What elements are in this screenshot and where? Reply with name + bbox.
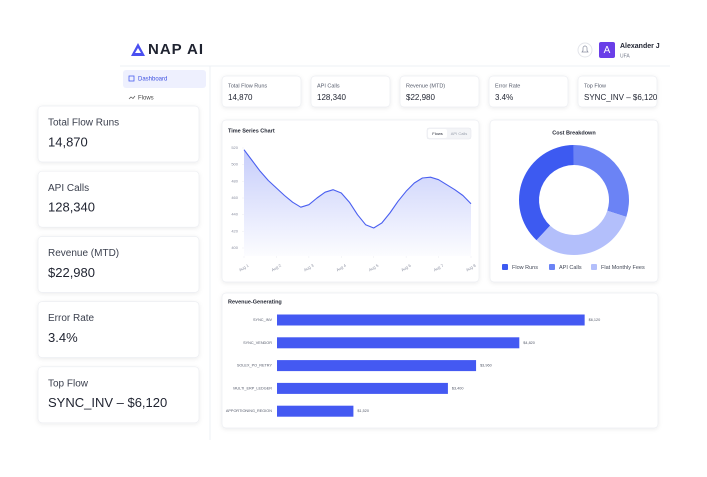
kpi-card bbox=[577, 75, 658, 108]
bar-category: APPORTIONING_REGION bbox=[226, 409, 272, 413]
kpi-label: API Calls bbox=[317, 83, 340, 89]
kpi-label: Error Rate bbox=[495, 83, 520, 89]
bar-category: MULTI_ERP_LEDGER bbox=[233, 386, 272, 390]
overlay-value: SYNC_INV – $6,120 bbox=[48, 395, 167, 410]
x-tick-label: Aug 4 bbox=[335, 262, 347, 272]
bar-value-label: $3,400 bbox=[452, 386, 464, 390]
bar-value-label: $6,120 bbox=[589, 318, 601, 322]
y-tick-label: 440 bbox=[231, 212, 238, 217]
overlay-card bbox=[37, 105, 200, 163]
x-tick-label: Aug 8 bbox=[465, 262, 477, 272]
kpi-card bbox=[221, 75, 302, 108]
toggle-option[interactable]: API Calls bbox=[451, 131, 467, 136]
line bbox=[243, 149, 472, 229]
overlay-card bbox=[37, 301, 200, 358]
overlay-value: 14,870 bbox=[48, 134, 88, 149]
toggle-option[interactable]: Flows bbox=[432, 131, 442, 136]
kpi-value: 128,340 bbox=[317, 93, 346, 102]
overlay-value: 128,340 bbox=[48, 200, 95, 215]
overlay-card bbox=[37, 236, 200, 293]
avatar[interactable] bbox=[599, 42, 615, 58]
bar bbox=[277, 405, 354, 417]
overlay-label: Revenue (MTD) bbox=[48, 248, 119, 259]
legend-swatch bbox=[591, 264, 597, 270]
kpi-value: SYNC_INV – $6,120 bbox=[584, 93, 658, 102]
donut-segment bbox=[573, 145, 630, 217]
nav-active-bg bbox=[123, 70, 206, 88]
y-tick-label: 500 bbox=[231, 162, 238, 167]
user-role: UFA bbox=[620, 53, 630, 59]
y-tick-label: 520 bbox=[231, 145, 238, 150]
y-tick-label: 460 bbox=[231, 195, 238, 200]
bar-value-label: $1,520 bbox=[357, 409, 369, 413]
x-tick-label: Aug 3 bbox=[303, 262, 315, 272]
overlay-label: Top Flow bbox=[48, 378, 89, 389]
kpi-value: $22,980 bbox=[406, 93, 435, 102]
donut-segment bbox=[536, 210, 627, 256]
kpi-label: Revenue (MTD) bbox=[406, 83, 445, 89]
bar bbox=[277, 337, 520, 349]
legend-label: Flat Monthly Fees bbox=[601, 265, 645, 271]
bar-value-label: $4,820 bbox=[523, 341, 535, 345]
chart-card bbox=[489, 119, 659, 283]
logo-icon bbox=[131, 43, 145, 56]
kpi-label: Top Flow bbox=[584, 83, 606, 89]
x-tick-label: Aug 6 bbox=[400, 262, 412, 272]
overlay-label: API Calls bbox=[48, 183, 89, 194]
x-tick-label: Aug 2 bbox=[270, 262, 282, 272]
overlay-card bbox=[37, 366, 200, 424]
bar-category: SOLEX_PO_RETRY bbox=[237, 364, 273, 368]
kpi-value: 3.4% bbox=[495, 93, 513, 102]
kpi-card bbox=[399, 75, 480, 108]
kpi-label: Total Flow Runs bbox=[228, 83, 267, 89]
bar-category: SYNC_VENDOR bbox=[243, 341, 272, 345]
donut-segment bbox=[518, 145, 574, 241]
bar-category: SYNC_INV bbox=[253, 318, 272, 322]
nav-icon bbox=[128, 75, 135, 82]
nav-icon bbox=[128, 95, 136, 100]
overlay-value: 3.4% bbox=[48, 330, 78, 345]
bar bbox=[277, 360, 477, 372]
chart-title: Cost Breakdown bbox=[552, 130, 596, 136]
nav-item[interactable]: Dashboard bbox=[138, 77, 167, 83]
user-name: Alexander J bbox=[620, 43, 660, 50]
bell-icon bbox=[581, 45, 589, 53]
toggle-active bbox=[428, 129, 447, 138]
overlay-label: Error Rate bbox=[48, 313, 95, 324]
bar-value-label: $3,960 bbox=[480, 364, 492, 368]
legend-swatch bbox=[549, 264, 555, 270]
chart-title: Revenue-Generating bbox=[228, 299, 282, 305]
y-tick-label: 420 bbox=[231, 228, 238, 233]
bar bbox=[277, 314, 585, 326]
legend-swatch bbox=[502, 264, 508, 270]
overlay-label: Total Flow Runs bbox=[48, 118, 119, 129]
y-tick-label: 400 bbox=[231, 245, 238, 250]
legend-label: API Calls bbox=[559, 265, 582, 271]
x-tick-label: Aug 5 bbox=[368, 262, 380, 272]
kpi-card bbox=[310, 75, 391, 108]
logo: NAP AI bbox=[148, 41, 204, 58]
x-tick-label: Aug 7 bbox=[433, 262, 445, 272]
x-tick-label: Aug 1 bbox=[238, 262, 250, 272]
line-area bbox=[244, 149, 471, 256]
legend-label: Flow Runs bbox=[512, 265, 538, 271]
overlay-card bbox=[37, 170, 200, 228]
y-tick-label: 480 bbox=[231, 178, 238, 183]
chart-title: Time Series Chart bbox=[228, 128, 275, 134]
kpi-card bbox=[488, 75, 569, 108]
bell-button[interactable] bbox=[577, 42, 593, 58]
nav-item[interactable]: Flows bbox=[138, 96, 154, 102]
kpi-value: 14,870 bbox=[228, 93, 253, 102]
bar bbox=[277, 382, 448, 394]
overlay-value: $22,980 bbox=[48, 265, 95, 280]
avatar-initial: A bbox=[604, 45, 611, 56]
